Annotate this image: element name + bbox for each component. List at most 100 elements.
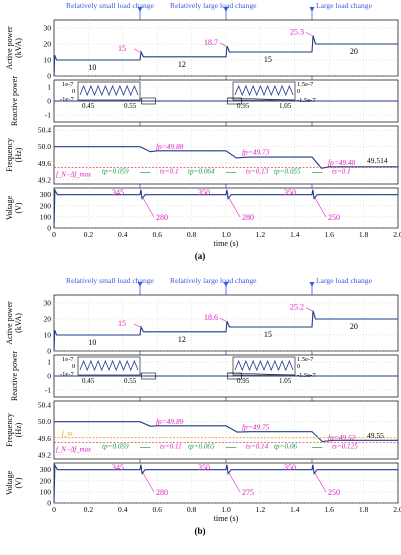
y-axis-label: Frequency(Hz) bbox=[5, 138, 23, 172]
ts-label: ts=0.1 bbox=[332, 168, 351, 176]
y-axis-label-line: Voltage bbox=[5, 470, 14, 495]
x-tick-label: 1.6 bbox=[324, 505, 334, 514]
y-tick-label: 49.6 bbox=[38, 434, 51, 443]
dip-arrow bbox=[314, 197, 327, 218]
x-tick-label: 1.8 bbox=[359, 230, 369, 239]
y-tick-label: -1 bbox=[45, 111, 51, 120]
y-tick-label: 49.6 bbox=[38, 159, 51, 168]
voltage-peak-label: 345 bbox=[112, 188, 124, 197]
y-axis-label-line: Voltage bbox=[5, 195, 14, 220]
y-axis-label-line: (V) bbox=[14, 202, 23, 213]
inset-trace bbox=[234, 359, 294, 372]
fp-label: fp=49.48 bbox=[328, 158, 356, 167]
tp-label: tp=0.055 bbox=[274, 168, 301, 176]
inset-frame bbox=[232, 356, 296, 376]
y-tick-label: 1 bbox=[47, 83, 51, 92]
final-value: 49.514 bbox=[367, 156, 388, 165]
peak-label: 15 bbox=[118, 319, 126, 328]
panel-b: Relatively small load change Relatively l… bbox=[5, 276, 401, 536]
zoom-connector bbox=[139, 372, 142, 376]
inset-trace bbox=[79, 84, 139, 97]
event-arrow bbox=[223, 7, 229, 12]
inset-y-tick: 1e-7 bbox=[62, 81, 74, 88]
panel-caption: (a) bbox=[195, 251, 206, 261]
fp-label: fp=49.89 bbox=[156, 417, 184, 426]
y-axis-label: Voltage(V) bbox=[5, 470, 23, 495]
dip-arrow bbox=[314, 472, 327, 493]
y-axis-label-line: Frequency bbox=[5, 138, 14, 172]
trace-line bbox=[53, 188, 398, 229]
x-tick-label: 0.4 bbox=[118, 505, 128, 514]
x-tick-label: 1.0 bbox=[221, 505, 231, 514]
y-tick-label: 50.4 bbox=[38, 401, 51, 410]
y-tick-label: 200 bbox=[40, 476, 52, 485]
peak-arrow bbox=[219, 317, 227, 322]
y-axis-label-line: (Hz) bbox=[14, 422, 23, 437]
event-arrow bbox=[137, 282, 143, 287]
x-tick-label: 0.2 bbox=[84, 505, 94, 514]
voltage-dip-label: 280 bbox=[156, 488, 168, 497]
y-tick-label: 49.2 bbox=[38, 450, 51, 459]
inset-y-tick: 0 bbox=[297, 363, 300, 370]
inset-2: 1.5e-70 -1.5e-7 0.95 1.05 bbox=[227, 81, 316, 110]
x-tick-label: 0 bbox=[52, 230, 56, 239]
level-label: 20 bbox=[350, 322, 358, 331]
y-axis-label: Active power(kVA) bbox=[5, 26, 23, 70]
dip-arrow bbox=[142, 197, 155, 218]
y-tick-label: 300 bbox=[40, 465, 52, 474]
x-tick-label: 1.6 bbox=[324, 230, 334, 239]
inset-y-tick: 1.5e-7 bbox=[297, 81, 314, 88]
y-tick-label: 20 bbox=[44, 315, 52, 324]
event-arrow bbox=[309, 282, 315, 287]
subplot-voltage: 300 200 100 0 Voltage(V) 345 280 350 280 350 250 bbox=[5, 187, 399, 233]
ts-label: ts=0.1 bbox=[160, 168, 179, 176]
event-label: Relatively large load change bbox=[170, 1, 257, 10]
tp-label: tp=0.064 bbox=[188, 168, 215, 176]
voltage-peak-label: 345 bbox=[112, 463, 124, 472]
peak-label: 15 bbox=[118, 44, 126, 53]
dip-arrow bbox=[142, 472, 155, 493]
y-axis-label-line: (kVA) bbox=[14, 38, 23, 58]
voltage-dip-label: 280 bbox=[156, 213, 168, 222]
fss-label: f_ss bbox=[62, 430, 73, 437]
limit-label: f_N−Δf_max bbox=[56, 171, 91, 178]
x-tick-label: 0.6 bbox=[152, 230, 162, 239]
event-arrow bbox=[137, 7, 143, 12]
voltage-dip-label: 250 bbox=[328, 488, 340, 497]
inset-frame bbox=[232, 81, 296, 101]
level-label: 15 bbox=[264, 55, 272, 64]
subplot-active: 30 20 10 0 Active power(kVA) 10 12 15 20 15 18.7 25… bbox=[5, 19, 399, 81]
tp-label: tp=0.059 bbox=[102, 443, 129, 451]
y-tick-label: 100 bbox=[40, 487, 52, 496]
voltage-peak-label: 350 bbox=[284, 188, 296, 197]
zoom-box bbox=[141, 97, 156, 105]
inset-x-tick: 0.95 bbox=[237, 102, 250, 110]
inset-y-tick: -1.5e-7 bbox=[297, 372, 316, 379]
panel-caption: (b) bbox=[195, 526, 206, 536]
x-tick-label: 0.6 bbox=[152, 505, 162, 514]
x-tick-label: 0.8 bbox=[187, 505, 197, 514]
fp-label: fp=49.75 bbox=[242, 423, 270, 432]
y-tick-label: -1 bbox=[45, 386, 51, 395]
y-tick-label: 10 bbox=[44, 56, 52, 65]
y-tick-label: 0 bbox=[47, 499, 51, 508]
inset-y-tick: 0 bbox=[72, 363, 75, 370]
peak-label: 25.3 bbox=[290, 28, 304, 37]
zoom-box bbox=[141, 372, 156, 380]
y-tick-label: 30 bbox=[44, 299, 52, 308]
zoom-connector bbox=[139, 97, 142, 101]
ts-label: ts=0.14 bbox=[246, 443, 269, 451]
trace-line bbox=[53, 310, 398, 352]
dip-arrow bbox=[228, 197, 241, 218]
voltage-dip-label: 275 bbox=[242, 488, 254, 497]
inset-trace bbox=[79, 359, 139, 372]
event-label: Large load change bbox=[316, 276, 373, 285]
fp-label: fp=49.52 bbox=[328, 433, 356, 442]
y-tick-label: 200 bbox=[40, 201, 52, 210]
peak-arrow bbox=[305, 307, 313, 311]
inset-x-tick: 0.55 bbox=[124, 377, 137, 385]
peak-label: 25.2 bbox=[290, 303, 304, 312]
x-axis-label: time (s) bbox=[214, 239, 239, 248]
